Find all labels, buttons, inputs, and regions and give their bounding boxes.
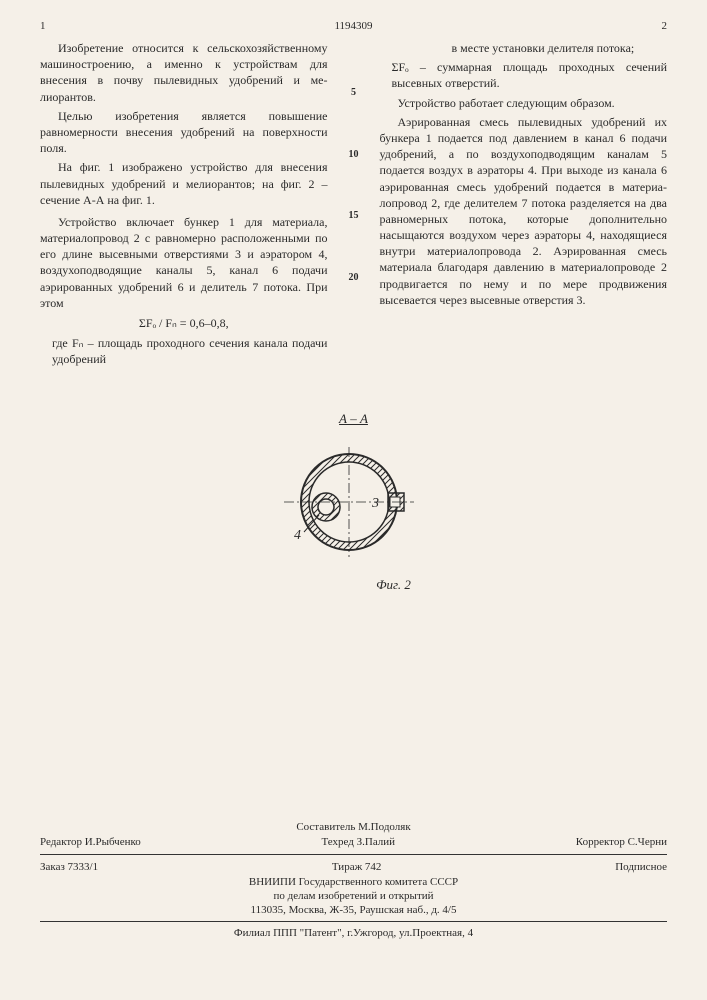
footer-techred: Техред З.Палий [322,836,396,848]
footer-org2: по делам изобретений и открытий [40,889,667,903]
line-marker: 20 [346,271,362,285]
line-marker: 5 [346,86,362,100]
column-2: в месте установки делителя потока; ΣFₒ –… [380,40,668,371]
where-line: где Fₙ – площадь проходного сечения кана… [40,335,328,367]
page-num-right: 2 [662,20,668,32]
line-marker: 15 [346,209,362,223]
para: На фиг. 1 изображено устройство для внес… [40,159,328,208]
footer-order: Заказ 7333/1 [40,861,98,873]
para: Устройство включает бункер 1 для материа… [40,214,328,311]
footer-org1: ВНИИПИ Государственного комитета СССР [40,875,667,889]
para: Целью изобретения является повы­шение ра… [40,108,328,157]
footer-compiler: Составитель М.Подоляк [40,820,667,834]
figure-svg: 4 3 [264,437,444,567]
figure-ref-4: 4 [294,528,301,543]
footer-editor: Редактор И.Рыбченко [40,836,141,848]
figure-2: А – А 4 3 Фиг. 2 [40,411,667,593]
formula: ΣFₒ / Fₙ = 0,6–0,8, [40,315,328,331]
para: Устройство работает следующим образом. [380,95,668,111]
footer-address: 113035, Москва, Ж-35, Раушская наб., д. … [40,903,667,917]
where-line: ΣFₒ – суммарная площадь проход­ных сечен… [380,59,668,91]
where-label: ΣFₒ – [392,60,426,74]
para: Аэрированная смесь пылевидных удобрений … [380,114,668,308]
where-text: площадь проходного сечения канала подачи… [52,336,327,366]
footer-corrector: Корректор С.Черни [576,836,667,848]
footer-tirazh: Тираж 742 [332,861,382,873]
where-text: суммарная площадь проход­ных сечений выс… [392,60,668,90]
patent-number: 1194309 [334,20,372,32]
where-label: где Fₙ – [52,336,94,350]
figure-caption: Фиг. 2 [120,577,667,593]
line-marker: 10 [346,148,362,162]
para-continuation: в месте установки делителя потока; [380,40,668,56]
figure-section-label: А – А [40,411,667,427]
footer-subscription: Подписное [615,861,667,873]
line-number-gutter: 5 10 15 20 [346,40,362,371]
footer: Составитель М.Подоляк Редактор И.Рыбченк… [40,820,667,940]
figure-ref-3: 3 [371,496,379,511]
page-num-left: 1 [40,20,46,32]
column-1: Изобретение относится к сельско­хозяйств… [40,40,328,371]
para: Изобретение относится к сельско­хозяйств… [40,40,328,105]
footer-branch: Филиал ППП "Патент", г.Ужгород, ул.Проек… [40,926,667,940]
